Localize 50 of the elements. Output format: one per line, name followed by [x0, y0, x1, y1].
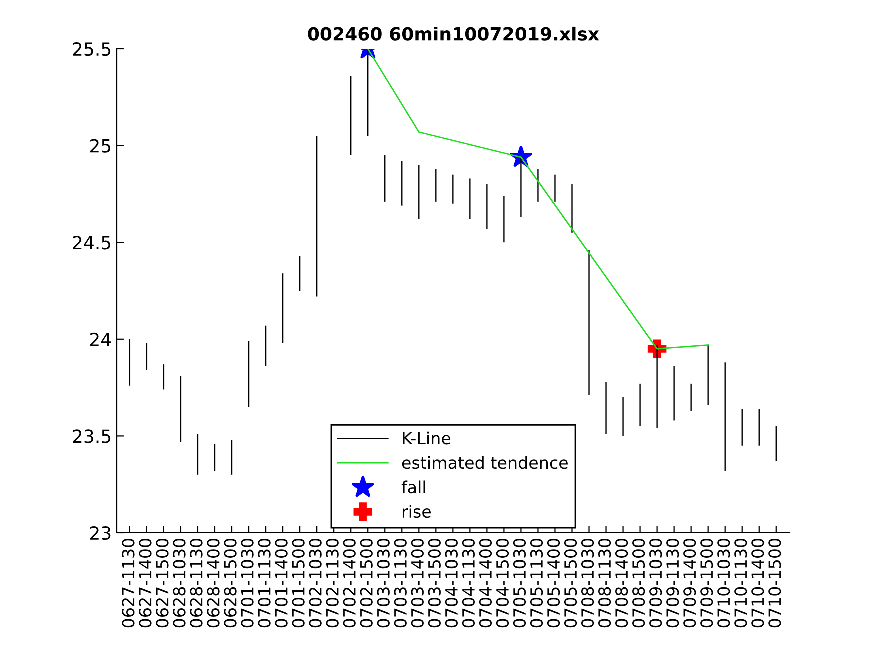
x-tick-label: 0709-1030: [650, 538, 662, 628]
x-tick-label: 0709-1130: [666, 538, 680, 628]
x-tick-label: 0708-1130: [598, 538, 612, 628]
x-tick-label: 0628-1030: [173, 538, 186, 628]
x-tick-label: 0704-1400: [479, 538, 492, 628]
x-tick-label: 0710-1130: [734, 538, 748, 628]
x-tick-label: 0704-1130: [462, 538, 476, 628]
y-tick-label: 23: [90, 526, 111, 540]
x-tick-label: 0701-1030: [241, 538, 254, 628]
x-tick-label: 0708-1030: [581, 538, 594, 628]
x-tick-label: 0703-1130: [394, 538, 407, 628]
x-tick-label: 0702-1400: [343, 538, 356, 628]
x-tick-label: 0705-1500: [564, 538, 578, 628]
x-tick-label: 0710-1030: [718, 538, 730, 628]
x-tick-label: 0627-1130: [122, 538, 135, 628]
x-tick-label: 0628-1400: [207, 538, 220, 628]
y-tick-label: 24.5: [73, 236, 111, 250]
x-tick-label: 0705-1030: [513, 538, 526, 628]
x-tick-label: 0703-1030: [377, 538, 390, 628]
x-tick-label: 0708-1500: [632, 538, 646, 628]
y-tick-label: 23.5: [73, 430, 111, 444]
x-tick-label: 0627-1400: [139, 538, 152, 628]
x-tick-label: 0710-1500: [768, 538, 782, 628]
x-tick-label: 0708-1400: [616, 538, 628, 628]
x-tick-label: 0701-1400: [275, 538, 288, 628]
legend-label: estimated tendence: [402, 456, 568, 470]
x-tick-label: 0710-1400: [752, 538, 764, 628]
legend-label: rise: [402, 505, 432, 518]
x-tick-label: 0704-1030: [445, 538, 458, 628]
x-tick-label: 0704-1500: [496, 538, 510, 628]
y-tick-label: 25.5: [73, 42, 111, 56]
x-tick-label: 0705-1400: [547, 538, 560, 628]
x-tick-label: 0627-1500: [156, 538, 169, 628]
x-tick-label: 0702-1130: [326, 538, 339, 628]
legend-label: fall: [402, 480, 426, 494]
x-tick-label: 0705-1130: [530, 538, 544, 628]
x-tick-label: 0628-1130: [190, 538, 203, 628]
x-tick-label: 0709-1500: [700, 538, 714, 628]
x-tick-label: 0709-1400: [684, 538, 696, 628]
y-tick-label: 24: [90, 332, 112, 346]
x-tick-label: 0701-1500: [292, 538, 305, 628]
legend-label: K-Line: [403, 432, 451, 445]
x-tick-label: 0628-1500: [224, 538, 237, 628]
x-tick-label: 0703-1400: [411, 538, 424, 628]
x-tick-label: 0701-1130: [258, 538, 271, 628]
x-tick-label: 0702-1500: [360, 538, 373, 628]
y-tick-label: 25: [90, 139, 111, 153]
chart-title: 002460 60min10072019.xlsx: [308, 26, 600, 41]
x-tick-label: 0703-1500: [428, 538, 441, 628]
x-tick-label: 0702-1030: [309, 538, 322, 628]
